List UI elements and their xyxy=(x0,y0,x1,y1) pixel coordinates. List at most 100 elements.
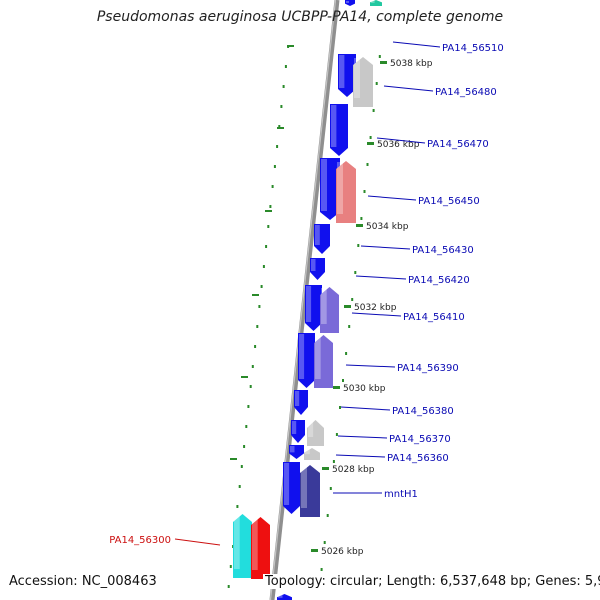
ticks-layer: 5038 kbp 5036 kbp 5034 kbp 5032 kbp 5030 kbp… xyxy=(311,59,433,557)
dotted-track-dash xyxy=(230,458,237,460)
gene-arrow-shine xyxy=(301,466,307,508)
label-leader-line xyxy=(367,195,417,201)
tick-mark xyxy=(344,305,351,308)
gene-arrow-shine xyxy=(308,421,314,437)
outer-dot xyxy=(320,568,323,571)
gene-arrow-shine xyxy=(315,225,320,245)
gene-arrow xyxy=(277,594,292,600)
gene-arrow xyxy=(338,54,356,97)
dotted-track-dash xyxy=(277,127,284,129)
gene-arrow-shine xyxy=(299,334,305,379)
gene-arrow xyxy=(305,285,322,331)
gene-arrow xyxy=(320,287,339,333)
gene-arrow-shine xyxy=(278,595,283,598)
inner-dot xyxy=(229,565,232,568)
gene-arrow xyxy=(300,465,320,517)
accession-text: Accession: NC_008463 xyxy=(9,574,157,589)
outer-dot xyxy=(375,82,378,85)
dotted-track-layer xyxy=(227,45,381,588)
gene-arrow-shine xyxy=(371,1,375,3)
outer-dot xyxy=(363,190,366,193)
genes-layer xyxy=(233,0,382,600)
tick-mark xyxy=(333,386,340,389)
gene-arrow xyxy=(314,224,330,254)
label-leader-line xyxy=(383,85,434,92)
gene-arrow-shine xyxy=(331,105,337,147)
outer-dot xyxy=(372,109,375,112)
dotted-track-dash xyxy=(265,210,272,212)
outer-dot xyxy=(351,298,354,301)
outer-dot xyxy=(357,244,360,247)
tick-label: 5034 kbp xyxy=(366,222,409,232)
inner-dot xyxy=(258,305,261,308)
gene-arrow-shine xyxy=(339,55,345,88)
gene-arrow-shine xyxy=(252,518,258,570)
genome-backbone xyxy=(269,0,340,600)
genome-backbone-highlight xyxy=(269,0,337,600)
label-leader-line xyxy=(392,41,441,48)
gene-arrow xyxy=(251,517,270,579)
gene-label: PA14_56470 xyxy=(427,139,489,150)
outer-dot xyxy=(354,271,357,274)
inner-dot xyxy=(247,405,250,408)
gene-label: PA14_56370 xyxy=(389,434,451,445)
outer-dot xyxy=(342,379,344,382)
gene-arrow xyxy=(289,445,304,459)
inner-dot xyxy=(254,345,257,348)
gene-label: PA14_56380 xyxy=(392,406,454,417)
tick-mark xyxy=(311,549,318,552)
label-leader-line xyxy=(340,406,391,411)
tick-mark xyxy=(380,61,387,64)
outer-dot xyxy=(360,217,363,220)
gene-arrow xyxy=(330,104,348,156)
gene-arrow-shine xyxy=(311,259,316,271)
label-leader-line xyxy=(337,435,388,439)
outer-dot xyxy=(326,514,329,517)
outer-dot xyxy=(378,55,381,58)
inner-dot xyxy=(249,385,252,388)
inner-dot xyxy=(280,105,283,108)
gene-arrow-shine xyxy=(295,391,300,406)
gene-label: PA14_56300 xyxy=(109,535,171,546)
gene-arrow xyxy=(336,161,356,223)
outer-dot xyxy=(335,433,338,436)
outer-dot xyxy=(366,163,369,166)
gene-arrow xyxy=(314,335,333,388)
inner-dot xyxy=(276,145,279,148)
gene-arrow-shine xyxy=(337,162,343,214)
inner-dot xyxy=(256,325,259,328)
gene-label: PA14_56360 xyxy=(387,453,449,464)
gene-arrow-shine xyxy=(306,286,312,322)
gene-label: PA14_56450 xyxy=(418,196,480,207)
tick-label: 5028 kbp xyxy=(332,465,375,475)
gene-arrow-shine xyxy=(234,515,240,569)
gene-arrow-shine xyxy=(292,421,297,434)
gene-arrow xyxy=(345,0,355,6)
inner-dot xyxy=(238,485,241,488)
gene-arrow-shine xyxy=(305,449,310,455)
label-leader-line xyxy=(335,454,386,458)
gene-arrow-shine xyxy=(346,1,349,3)
inner-dot xyxy=(240,465,243,468)
gene-label: PA14_56420 xyxy=(408,275,470,286)
gene-label: mntH1 xyxy=(384,489,418,500)
gene-arrow xyxy=(304,448,320,460)
tick-mark xyxy=(356,224,363,227)
inner-dot xyxy=(269,205,272,208)
gene-arrow-shine xyxy=(354,58,360,98)
gene-arrow xyxy=(233,514,252,578)
gene-arrow xyxy=(294,390,308,415)
label-leader-line xyxy=(355,275,407,280)
gene-arrow-shine xyxy=(321,288,327,324)
gene-label: PA14_56510 xyxy=(442,43,504,54)
tick-label: 5036 kbp xyxy=(377,140,420,150)
gene-arrow-shine xyxy=(290,446,295,453)
gene-arrow-shine xyxy=(315,336,321,379)
inner-dot xyxy=(265,245,268,248)
map-title: Pseudomonas aeruginosa UCBPP-PA14, compl… xyxy=(96,9,504,25)
gene-arrow-shine xyxy=(321,159,327,211)
inner-dot xyxy=(284,65,287,68)
inner-dot xyxy=(260,285,263,288)
gene-arrow-shine xyxy=(284,463,290,505)
